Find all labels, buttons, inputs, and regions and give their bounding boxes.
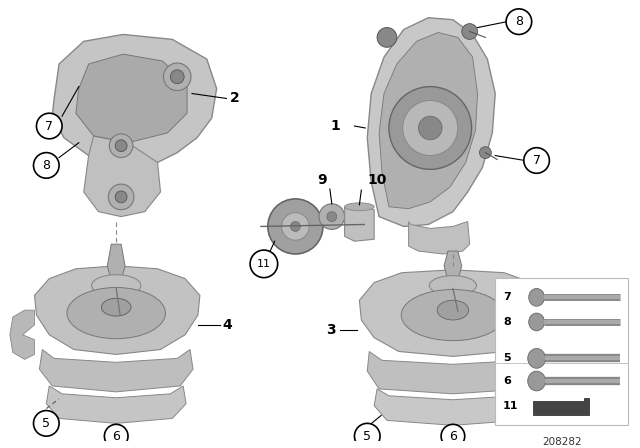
Ellipse shape — [528, 371, 545, 391]
Circle shape — [355, 423, 380, 448]
Text: 6: 6 — [449, 430, 457, 443]
Circle shape — [250, 250, 278, 278]
Text: 3: 3 — [326, 323, 336, 337]
Circle shape — [419, 116, 442, 140]
Circle shape — [506, 9, 532, 34]
Polygon shape — [344, 205, 374, 241]
Circle shape — [115, 140, 127, 151]
Text: 7: 7 — [532, 154, 541, 167]
Text: 6: 6 — [503, 376, 511, 386]
Circle shape — [170, 70, 184, 84]
Text: 11: 11 — [503, 401, 518, 411]
Ellipse shape — [92, 275, 141, 296]
Polygon shape — [108, 244, 125, 280]
Polygon shape — [374, 389, 532, 425]
Circle shape — [36, 113, 62, 139]
Text: 7: 7 — [45, 120, 53, 133]
Ellipse shape — [101, 298, 131, 316]
Circle shape — [389, 86, 472, 169]
Text: 4: 4 — [223, 318, 232, 332]
Circle shape — [33, 410, 59, 436]
Text: 8: 8 — [42, 159, 51, 172]
Ellipse shape — [528, 349, 545, 368]
Polygon shape — [46, 386, 186, 423]
Polygon shape — [76, 54, 187, 143]
FancyBboxPatch shape — [495, 278, 628, 425]
Polygon shape — [367, 352, 539, 394]
Circle shape — [33, 153, 59, 178]
Ellipse shape — [401, 289, 504, 340]
Circle shape — [291, 221, 300, 231]
Text: 6: 6 — [112, 430, 120, 443]
Circle shape — [115, 191, 127, 203]
Circle shape — [268, 199, 323, 254]
Polygon shape — [408, 221, 470, 254]
Polygon shape — [532, 398, 589, 415]
Circle shape — [462, 24, 477, 39]
Circle shape — [319, 204, 344, 229]
Circle shape — [441, 424, 465, 448]
Ellipse shape — [529, 289, 545, 306]
Circle shape — [377, 28, 397, 47]
Polygon shape — [40, 349, 193, 392]
Ellipse shape — [529, 313, 545, 331]
Circle shape — [108, 184, 134, 210]
Circle shape — [104, 424, 128, 448]
Text: 5: 5 — [364, 430, 371, 443]
Polygon shape — [444, 251, 462, 280]
Polygon shape — [52, 34, 216, 165]
Text: 8: 8 — [503, 317, 511, 327]
Text: 10: 10 — [367, 173, 387, 187]
Circle shape — [403, 100, 458, 155]
Text: 8: 8 — [515, 15, 523, 28]
Polygon shape — [367, 18, 495, 226]
Text: 11: 11 — [257, 259, 271, 269]
Polygon shape — [35, 266, 200, 354]
Circle shape — [479, 146, 492, 159]
Circle shape — [163, 63, 191, 90]
Polygon shape — [10, 310, 35, 359]
Polygon shape — [360, 270, 547, 357]
Text: 1: 1 — [330, 119, 340, 133]
Text: 208282: 208282 — [542, 437, 582, 447]
Text: 7: 7 — [503, 293, 511, 302]
Ellipse shape — [344, 203, 374, 211]
Circle shape — [109, 134, 133, 158]
Circle shape — [524, 148, 549, 173]
Polygon shape — [379, 33, 477, 209]
Text: 5: 5 — [503, 353, 511, 363]
Circle shape — [282, 213, 309, 240]
Ellipse shape — [67, 288, 165, 339]
Circle shape — [327, 211, 337, 221]
Ellipse shape — [437, 300, 468, 320]
Ellipse shape — [429, 276, 477, 295]
Text: 9: 9 — [317, 173, 327, 187]
Text: 2: 2 — [229, 91, 239, 105]
Polygon shape — [84, 136, 161, 216]
Text: 5: 5 — [42, 417, 51, 430]
